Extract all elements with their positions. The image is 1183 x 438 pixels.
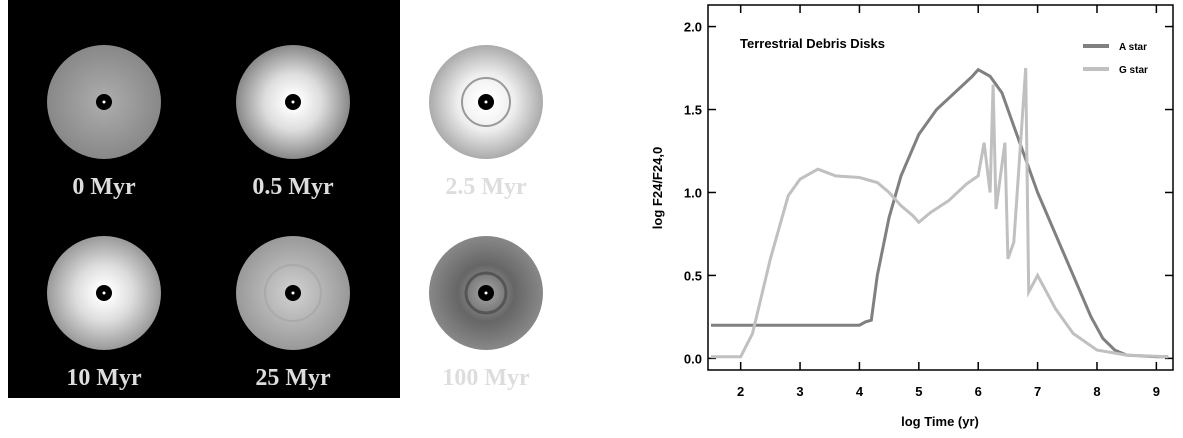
x-tick-label: 2 xyxy=(737,384,744,399)
disk xyxy=(236,45,350,159)
chart-title: Terrestrial Debris Disks xyxy=(740,36,885,51)
disk xyxy=(47,236,161,350)
disk-label: 0 Myr xyxy=(72,174,136,200)
disk-label: 0.5 Myr xyxy=(252,174,334,200)
x-tick-label: 3 xyxy=(796,384,803,399)
disk xyxy=(429,236,543,350)
y-tick-label: 1.5 xyxy=(684,103,702,118)
y-tick-label: 0.0 xyxy=(684,351,702,366)
disk-label: 10 Myr xyxy=(66,365,142,391)
x-tick-label: 5 xyxy=(915,384,922,399)
plot-frame xyxy=(707,4,1174,371)
series-line xyxy=(711,67,1169,359)
legend-label: A star xyxy=(1119,42,1147,53)
disk-label: 100 Myr xyxy=(442,365,530,391)
disk-panel: 0 Myr 0.5 Myr 2.5 Myr 10 Myr 25 Myr 100 … xyxy=(8,0,543,398)
y-tick-label: 0.5 xyxy=(684,268,702,283)
disk xyxy=(47,45,161,159)
x-tick-label: 6 xyxy=(975,384,982,399)
x-tick-label: 7 xyxy=(1034,384,1041,399)
disk-label: 2.5 Myr xyxy=(445,174,527,200)
y-axis-label: log F24/F24,0 xyxy=(650,147,665,229)
disk-label: 25 Myr xyxy=(255,365,331,391)
chart: Terrestrial Debris Disks log Time (yr) l… xyxy=(650,4,1174,429)
y-tick-label: 2.0 xyxy=(684,20,702,35)
y-tick-label: 1.0 xyxy=(684,185,702,200)
x-axis-label: log Time (yr) xyxy=(901,414,979,429)
x-tick-label: 4 xyxy=(856,384,864,399)
disk xyxy=(429,45,543,159)
x-tick-label: 9 xyxy=(1153,384,1160,399)
disk xyxy=(236,236,350,350)
series-line xyxy=(711,67,1169,359)
legend-label: G star xyxy=(1119,65,1148,76)
x-tick-label: 8 xyxy=(1093,384,1100,399)
